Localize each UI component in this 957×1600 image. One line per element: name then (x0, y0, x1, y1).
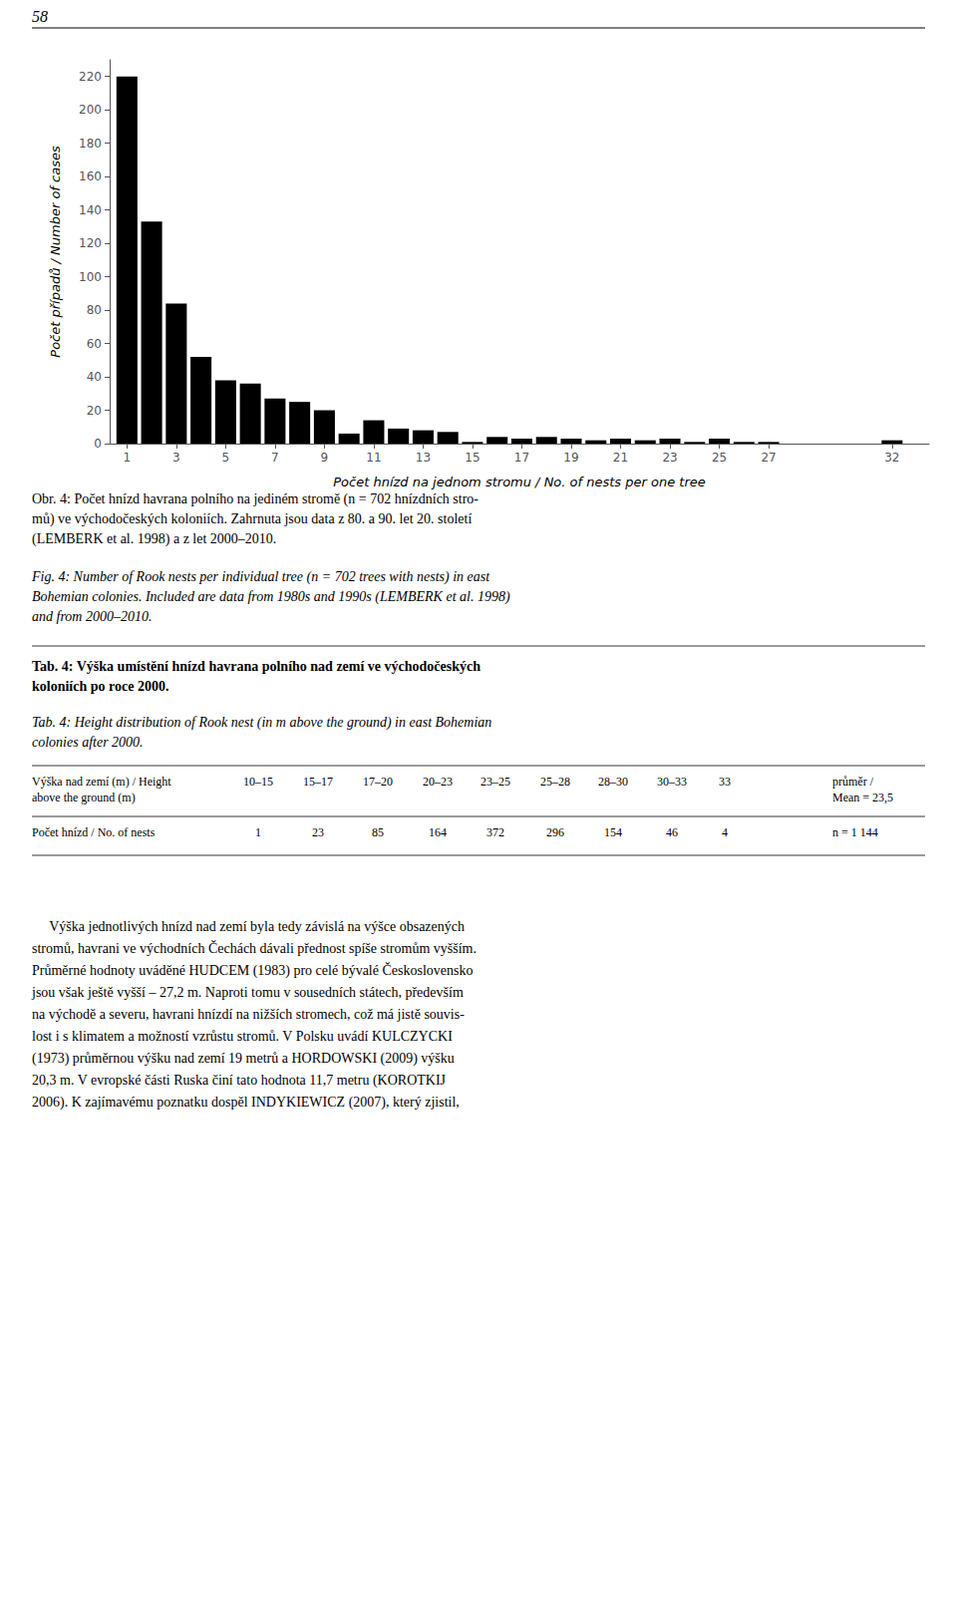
svg-text:17–20: 17–20 (362, 774, 393, 789)
svg-text:jsou však ještě vyšší – 27,2 m: jsou však ještě vyšší – 27,2 m. Naproti … (30, 984, 464, 1000)
svg-text:20–23: 20–23 (422, 774, 453, 789)
svg-text:and from 2000–2010.: and from 2000–2010. (31, 609, 152, 625)
svg-text:20,3 m. V evropské části Ruska: 20,3 m. V evropské části Ruska činí tato… (31, 1072, 447, 1089)
svg-text:160: 160 (78, 169, 102, 184)
svg-text:stromů, havrani ve východních: stromů, havrani ve východních Čechách dá… (31, 940, 477, 957)
svg-text:2006). K zajímavému poznatku d: 2006). K zajímavému poznatku dospěl INDY… (31, 1094, 460, 1111)
svg-text:17: 17 (514, 450, 530, 465)
svg-text:Počet hnízd / No. of nests: Počet hnízd / No. of nests (31, 825, 156, 840)
svg-text:30–33: 30–33 (656, 774, 687, 789)
svg-text:Fig. 4: Number of Rook nests p: Fig. 4: Number of Rook nests per individ… (30, 569, 491, 586)
svg-text:80: 80 (86, 303, 102, 318)
svg-text:33: 33 (718, 774, 731, 789)
svg-text:Výška jednotlivých hnízd nad z: Výška jednotlivých hnízd nad zemí byla t… (31, 919, 465, 935)
svg-text:4: 4 (721, 825, 728, 840)
svg-text:Obr. 4: Počet hnízd havrana po: Obr. 4: Počet hnízd havrana polního na j… (31, 491, 479, 508)
svg-text:60: 60 (86, 336, 102, 351)
svg-text:23–25: 23–25 (480, 774, 511, 789)
svg-text:5: 5 (222, 450, 231, 465)
svg-text:Bohemian colonies. Included ar: Bohemian colonies. Included are data fro… (31, 589, 511, 606)
svg-text:9: 9 (320, 450, 329, 465)
svg-text:koloniích po roce 2000.: koloniích po roce 2000. (31, 678, 169, 694)
svg-text:n = 1 144: n = 1 144 (832, 825, 879, 840)
svg-text:Průměrné hodnoty uváděné HUDCE: Průměrné hodnoty uváděné HUDCEM (1983) p… (31, 961, 473, 979)
svg-text:3: 3 (172, 450, 181, 465)
svg-text:32: 32 (884, 450, 900, 465)
svg-text:Výška nad zemí (m) / Height: Výška nad zemí (m) / Height (31, 774, 172, 789)
svg-text:180: 180 (78, 136, 102, 151)
svg-text:(1973) průměrnou výšku nad zem: (1973) průměrnou výšku nad zemí 19 metrů… (31, 1050, 455, 1067)
svg-text:23: 23 (661, 450, 677, 465)
svg-text:25: 25 (711, 450, 727, 465)
svg-text:19: 19 (563, 450, 579, 465)
svg-text:na východě a severu, havrani h: na východě a severu, havrani hnízdí na n… (31, 1006, 465, 1022)
svg-text:Mean = 23,5: Mean = 23,5 (832, 790, 894, 805)
svg-text:mů) ve východočeských koloniíc: mů) ve východočeských koloniích. Zahrnut… (31, 511, 472, 528)
svg-text:13: 13 (415, 450, 431, 465)
svg-text:lost i s klimatem a možností v: lost i s klimatem a možností vzrůstu str… (31, 1028, 453, 1044)
svg-text:průměr /: průměr / (832, 774, 875, 789)
svg-text:46: 46 (665, 825, 678, 840)
svg-text:Tab. 4: Height distribution of: Tab. 4: Height distribution of Rook nest… (31, 714, 492, 731)
svg-text:58: 58 (31, 7, 48, 25)
svg-text:(LEMBERK et al. 1998) a z let: (LEMBERK et al. 1998) a z let 2000–2010. (31, 531, 277, 548)
svg-text:296: 296 (546, 825, 565, 840)
svg-text:7: 7 (271, 450, 280, 465)
svg-text:10–15: 10–15 (243, 774, 274, 789)
svg-text:28–30: 28–30 (598, 774, 629, 789)
svg-text:200: 200 (78, 102, 102, 117)
svg-text:23: 23 (312, 825, 324, 840)
svg-text:27: 27 (760, 450, 776, 465)
svg-text:Tab. 4: Výška umístění hnízd h: Tab. 4: Výška umístění hnízd havrana pol… (31, 658, 481, 674)
svg-text:220: 220 (78, 69, 102, 84)
svg-text:11: 11 (365, 450, 381, 465)
svg-text:120: 120 (78, 236, 102, 251)
svg-text:140: 140 (78, 203, 102, 218)
svg-text:164: 164 (428, 825, 447, 840)
svg-text:Počet případů / Number of case: Počet případů / Number of cases (47, 145, 63, 358)
svg-text:85: 85 (371, 825, 384, 840)
svg-text:100: 100 (78, 270, 102, 285)
svg-text:154: 154 (604, 825, 623, 840)
svg-text:372: 372 (486, 825, 505, 840)
svg-text:15–17: 15–17 (303, 774, 333, 789)
svg-text:Počet hnízd na jednom stromu /: Počet hnízd na jednom stromu / No. of ne… (332, 474, 705, 490)
svg-text:40: 40 (86, 369, 102, 384)
svg-text:1: 1 (123, 450, 132, 465)
svg-text:colonies after 2000.: colonies after 2000. (31, 734, 144, 750)
svg-text:20: 20 (86, 403, 102, 418)
svg-text:21: 21 (613, 450, 629, 465)
svg-text:above the ground (m): above the ground (m) (31, 790, 136, 805)
svg-text:15: 15 (464, 450, 480, 465)
svg-text:25–28: 25–28 (540, 774, 571, 789)
svg-text:1: 1 (255, 825, 262, 840)
svg-text:0: 0 (93, 436, 102, 451)
